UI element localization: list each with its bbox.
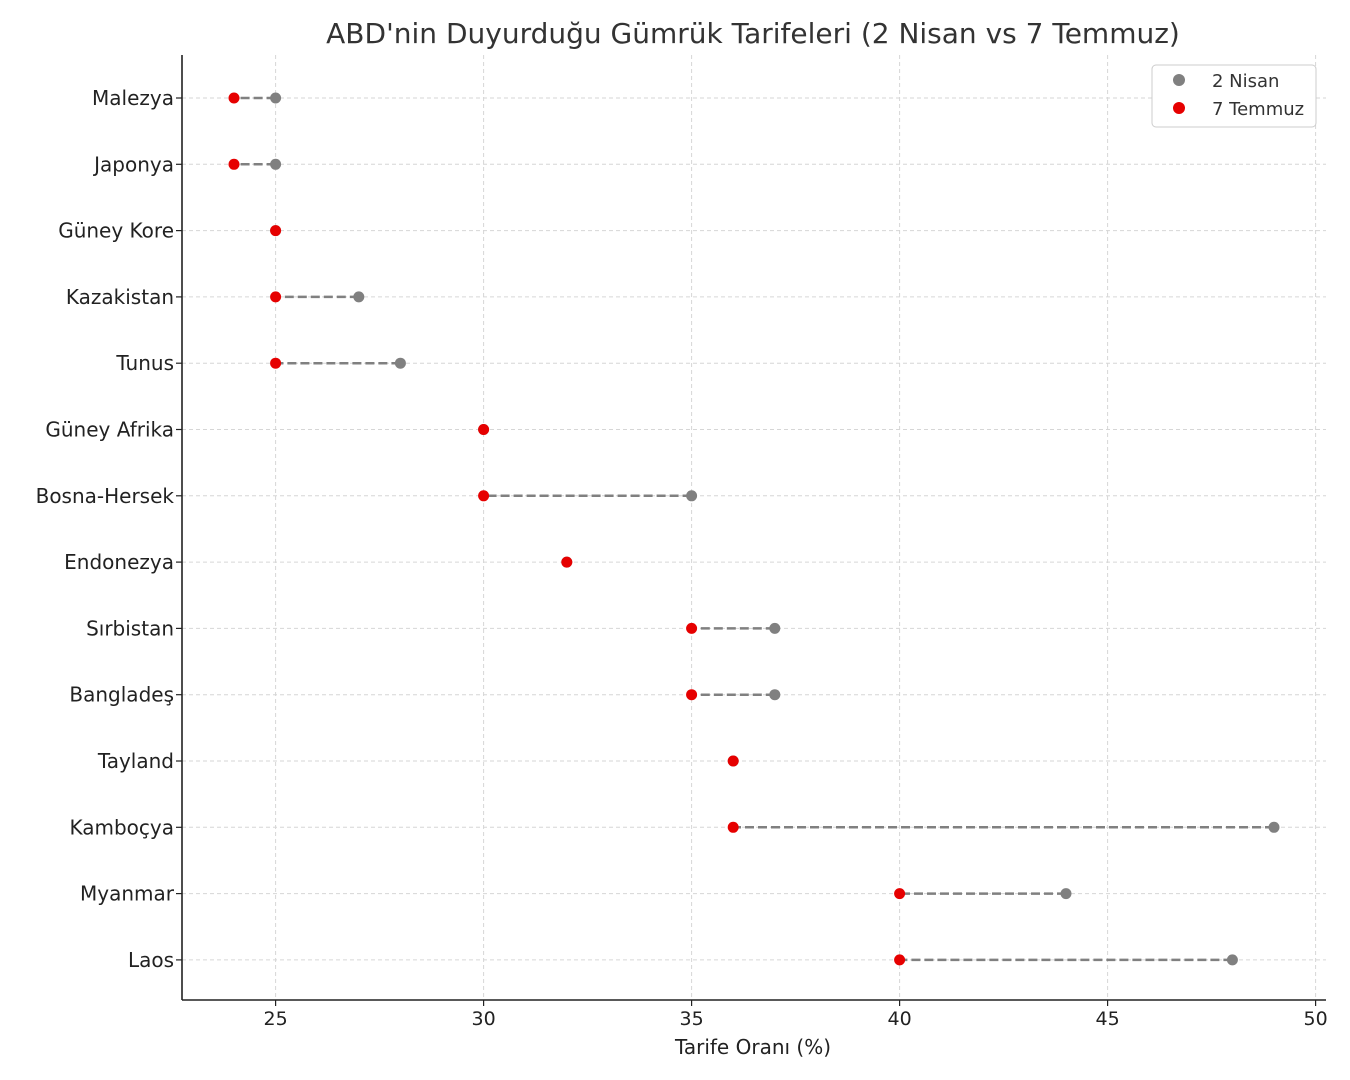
- points: [228, 92, 1280, 966]
- legend-marker-7-temmuz: [1173, 102, 1185, 114]
- point-7-temmuz: [270, 225, 282, 237]
- x-tick-label: 45: [1096, 1008, 1120, 1030]
- y-tick-label: Laos: [128, 948, 174, 972]
- y-tick-label: Güney Kore: [58, 219, 174, 243]
- y-tick-label: Kazakistan: [66, 285, 174, 309]
- y-tick-label: Malezya: [92, 86, 174, 110]
- x-tick-label: 25: [264, 1008, 288, 1030]
- point-7-temmuz: [270, 357, 282, 369]
- y-tick-label: Myanmar: [80, 882, 175, 906]
- point-2-nisan: [686, 490, 698, 502]
- chart-title: ABD'nin Duyurduğu Gümrük Tarifeleri (2 N…: [326, 17, 1180, 50]
- point-2-nisan: [394, 357, 406, 369]
- y-tick-label: Bosna-Hersek: [36, 484, 175, 508]
- y-tick-label: Tayland: [97, 749, 174, 773]
- x-ticks: 25 30 35 40 45 50: [264, 1000, 1328, 1030]
- axes: [181, 55, 1326, 1001]
- x-axis-label: Tarife Oranı (%): [674, 1035, 831, 1059]
- legend-label-2-nisan: 2 Nisan: [1212, 71, 1279, 92]
- x-tick-label: 40: [888, 1008, 912, 1030]
- y-tick-label: Japonya: [92, 152, 174, 176]
- grid: [182, 55, 1326, 1000]
- x-tick-label: 35: [680, 1008, 704, 1030]
- point-7-temmuz: [228, 92, 240, 104]
- legend: 2 Nisan 7 Temmuz: [1151, 64, 1317, 128]
- point-2-nisan: [270, 92, 282, 104]
- y-tick-label: Kamboçya: [69, 815, 174, 839]
- point-7-temmuz: [727, 755, 739, 767]
- point-7-temmuz: [561, 556, 573, 568]
- y-tick-label: Bangladeş: [69, 683, 174, 707]
- point-2-nisan: [270, 158, 282, 170]
- point-7-temmuz: [686, 689, 698, 701]
- y-tick-label: Güney Afrika: [45, 418, 174, 442]
- point-2-nisan: [1268, 821, 1280, 833]
- y-tick-label: Endonezya: [64, 550, 174, 574]
- y-ticks: Malezya Japonya Güney Kore Kazakistan Tunus G…: [36, 86, 182, 972]
- point-7-temmuz: [894, 954, 906, 966]
- legend-label-7-temmuz: 7 Temmuz: [1212, 99, 1304, 120]
- point-7-temmuz: [894, 888, 906, 900]
- point-7-temmuz: [270, 291, 282, 303]
- point-2-nisan: [769, 689, 781, 701]
- point-7-temmuz: [727, 821, 739, 833]
- point-7-temmuz: [478, 424, 490, 435]
- point-2-nisan: [353, 291, 365, 303]
- point-7-temmuz: [478, 490, 490, 502]
- legend-marker-2-nisan: [1173, 74, 1185, 86]
- point-2-nisan: [1060, 888, 1072, 900]
- x-tick-label: 50: [1304, 1008, 1328, 1030]
- connectors: [234, 96, 1274, 962]
- point-2-nisan: [1226, 954, 1238, 966]
- point-2-nisan: [769, 622, 781, 634]
- point-7-temmuz: [686, 622, 698, 634]
- y-tick-label: Tunus: [115, 351, 174, 375]
- y-tick-label: Sırbistan: [86, 616, 174, 640]
- x-tick-label: 30: [472, 1008, 496, 1030]
- legend-box: [1151, 64, 1317, 128]
- point-7-temmuz: [228, 158, 240, 170]
